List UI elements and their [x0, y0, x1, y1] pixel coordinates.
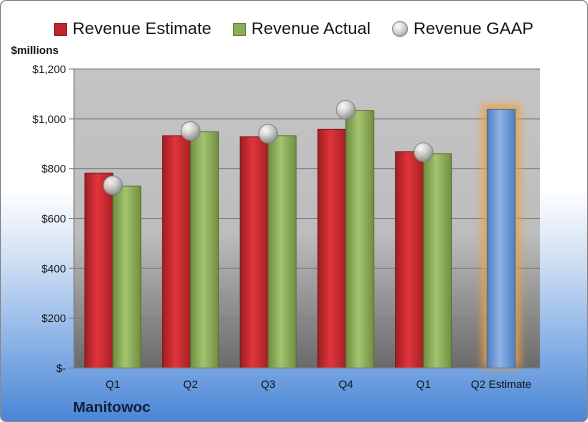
y-tick-label: $1,200	[32, 64, 66, 76]
bar-revenue-actual	[112, 185, 142, 369]
legend-label-estimate: Revenue Estimate	[72, 19, 212, 38]
bar-revenue-estimate	[395, 151, 424, 369]
y-tick-label: $200	[42, 313, 66, 325]
bars	[84, 99, 521, 369]
bar-revenue-estimate	[162, 135, 191, 369]
y-tick-label: $800	[42, 164, 66, 176]
y-tick-label: $400	[42, 263, 66, 275]
y-axis: $- $200 $400 $600 $800 $1,000 $1,200	[32, 64, 75, 375]
units-label: $millions	[11, 45, 59, 57]
legend-item-actual: Revenue Actual	[233, 19, 370, 39]
x-tick-label: Q1	[416, 379, 431, 391]
point-revenue-gaap	[180, 121, 201, 141]
y-tick-label: $600	[42, 214, 66, 226]
bar-revenue-estimate	[317, 128, 347, 369]
legend-swatch-actual	[233, 22, 247, 36]
legend-label-actual: Revenue Actual	[251, 19, 371, 38]
bar-revenue-actual	[345, 110, 375, 369]
point-revenue-gaap	[102, 175, 123, 196]
x-tick-label: Q2	[183, 379, 198, 391]
y-tick-label: $-	[56, 363, 66, 375]
bar-revenue-estimate	[239, 136, 269, 369]
company-label: Manitowoc	[73, 399, 151, 416]
legend-swatch-gaap	[392, 21, 409, 37]
x-tick-label: Q4	[338, 379, 353, 391]
bar-revenue-actual	[267, 135, 297, 369]
y-tick-label: $1,000	[32, 114, 66, 126]
bar-estimate-next-quarter	[486, 108, 516, 369]
legend-swatch-estimate	[54, 22, 68, 36]
legend-label-gaap: Revenue GAAP	[413, 19, 534, 38]
bar-revenue-actual	[190, 131, 219, 369]
bar-revenue-actual	[423, 153, 452, 369]
x-tick-label: Q2 Estimate	[471, 379, 532, 391]
bar-revenue-estimate	[84, 172, 114, 369]
point-revenue-gaap	[258, 123, 279, 144]
legend: Revenue Estimate Revenue Actual Revenue …	[1, 17, 587, 41]
point-revenue-gaap	[335, 99, 356, 120]
x-tick-label: Q1	[105, 379, 120, 391]
legend-item-estimate: Revenue Estimate	[54, 19, 211, 39]
x-tick-label: Q3	[261, 379, 276, 391]
point-revenue-gaap	[413, 142, 434, 163]
gridlines	[74, 68, 540, 369]
legend-item-gaap: Revenue GAAP	[392, 19, 534, 39]
x-axis: Q1 Q2 Q3 Q4 Q1 Q2 Estimate	[74, 367, 540, 391]
